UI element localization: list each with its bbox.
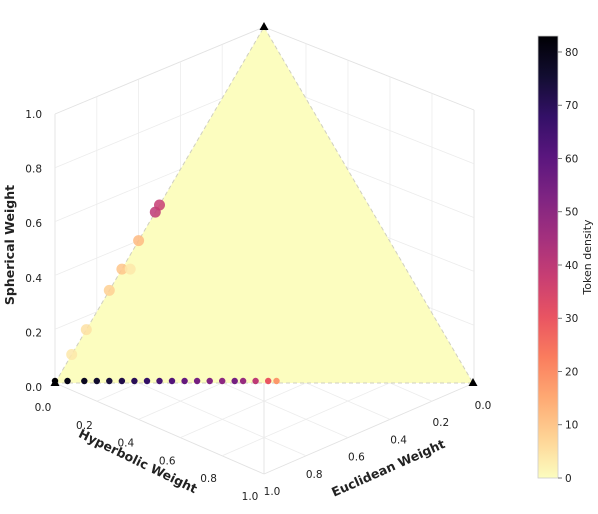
euclidean-tick-label: 0.8: [306, 469, 323, 481]
spherical-tick-label: 1.0: [25, 109, 42, 121]
spherical-tick-label: 0.2: [25, 327, 42, 339]
axis-ticks: 0.0 0.2 0.4 0.6 0.8 1.0 0.0 0.2 0.4 0.6 0.8 1.0 0.0 0…: [25, 109, 491, 503]
density-cell: [131, 377, 138, 385]
density-cell: [193, 377, 201, 385]
colorbar-tick-label: 40: [565, 260, 578, 272]
colorbar-tick-label: 20: [565, 366, 578, 378]
grid-line: [54, 26, 265, 115]
density-cell: [143, 377, 151, 385]
density-cell: [133, 235, 145, 247]
density-cell: [80, 324, 92, 336]
grid-line: [263, 382, 475, 475]
hyperbolic-tick-label: 0.2: [76, 420, 93, 432]
euclidean-tick-label: 0.0: [475, 400, 492, 412]
euclidean-tick-label: 0.2: [432, 417, 449, 429]
density-cell: [154, 199, 165, 211]
density-layer: [51, 199, 280, 385]
density-cell: [181, 377, 188, 385]
colorbar-tick-label: 60: [565, 153, 578, 165]
density-cell: [106, 377, 113, 385]
density-cell: [273, 377, 280, 385]
ternary-triangle: [50, 22, 478, 386]
colorbar-tick-label: 50: [565, 207, 578, 219]
density-cell: [206, 377, 213, 385]
spherical-tick-label: 0.6: [25, 218, 42, 230]
colorbar-tick-label: 30: [565, 313, 578, 325]
density-cell: [252, 377, 259, 385]
grid-line: [263, 26, 475, 111]
density-cell: [103, 284, 115, 296]
density-cell: [51, 377, 59, 385]
hyperbolic-tick-label: 0.0: [35, 402, 52, 414]
density-cell: [239, 377, 247, 385]
density-cell: [156, 377, 163, 385]
density-cell: [81, 377, 88, 385]
colorbar-tick-label: 70: [565, 100, 578, 112]
density-cell: [93, 377, 101, 385]
density-cell: [64, 377, 71, 385]
euclidean-axis-label: Euclidean Weight: [329, 436, 447, 500]
hyperbolic-tick-label: 1.0: [242, 491, 259, 503]
hyperbolic-axis-label: Hyperbolic Weight: [76, 426, 199, 496]
hyperbolic-tick-label: 0.8: [200, 473, 217, 485]
euclidean-tick-label: 0.6: [348, 452, 365, 464]
density-cell: [219, 377, 226, 385]
grid-line: [54, 382, 265, 475]
colorbar-ticks: 0 10 20 30 40 50 60 70 80: [558, 47, 578, 485]
colorbar-tick-label: 10: [565, 420, 578, 432]
euclidean-tick-label: 0.4: [390, 434, 407, 446]
ternary-simplex: [54, 26, 474, 384]
density-cell: [116, 263, 128, 275]
colorbar-label: Token density: [581, 219, 594, 296]
density-cell: [118, 377, 126, 385]
spherical-tick-label: 0.0: [25, 382, 42, 394]
hyperbolic-tick-label: 0.4: [117, 438, 134, 450]
density-cell: [265, 377, 272, 385]
euclidean-tick-label: 1.0: [264, 486, 281, 498]
spherical-tick-label: 0.8: [25, 164, 42, 176]
colorbar-tick-label: 80: [565, 47, 578, 59]
hyperbolic-tick-label: 0.6: [159, 455, 176, 467]
colorbar-gradient: [537, 35, 559, 479]
density-cell: [66, 349, 78, 360]
colorbar-tick-label: 0: [565, 473, 572, 485]
spherical-vertex-marker: [259, 22, 269, 30]
euclidean-vertex-marker: [468, 378, 478, 386]
density-cell: [124, 263, 136, 275]
spherical-axis-label: Spherical Weight: [2, 185, 17, 305]
colorbar: 0 10 20 30 40 50 60 70 80 Token density: [537, 35, 594, 485]
spherical-tick-label: 0.4: [25, 273, 42, 285]
density-cell: [231, 377, 238, 385]
density-cell: [168, 377, 176, 385]
